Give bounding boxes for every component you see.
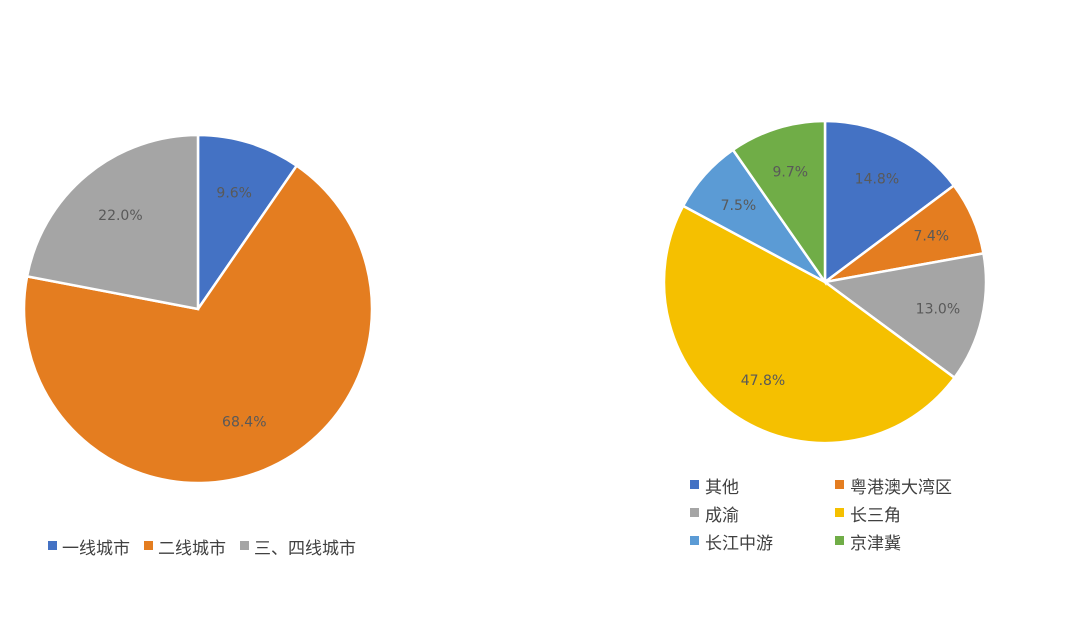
legend-swatch-item-4	[835, 508, 844, 517]
legend-swatch-item-2	[835, 480, 844, 489]
legend-swatch-item-1	[48, 541, 57, 550]
legend-swatch-item-3	[240, 541, 249, 550]
legend-city-tier: 一线城市 二线城市 三、四线城市	[48, 539, 356, 559]
legend-swatch-item-1	[690, 480, 699, 489]
data-label-item-2: 68.4%	[222, 415, 266, 431]
data-label-item-2: 7.4%	[914, 229, 950, 245]
legend-label-item-1: 一线城市	[62, 539, 130, 559]
legend-swatch-item-2	[144, 541, 153, 550]
pie-slice-item-1	[196, 133, 299, 314]
legend-label-item-2: 二线城市	[158, 539, 226, 559]
data-label-item-3: 13.0%	[916, 301, 960, 317]
data-label-item-4: 47.8%	[741, 373, 785, 389]
legend-swatch-item-3	[690, 508, 699, 517]
legend-label-item-4: 长三角	[850, 506, 901, 526]
data-label-item-5: 7.5%	[721, 198, 757, 214]
pie-slice-item-3	[821, 251, 988, 380]
pie-slice-item-4	[662, 204, 957, 445]
data-label-item-3: 22.0%	[98, 208, 142, 224]
legend-label-item-3: 三、四线城市	[254, 539, 356, 559]
pie-slice-item-3	[25, 133, 200, 311]
pie-slice-item-6	[731, 119, 827, 286]
pie-slice-item-2	[22, 163, 374, 485]
legend-swatch-item-6	[835, 536, 844, 545]
legend-label-item-6: 京津冀	[850, 534, 901, 554]
data-label-item-1: 9.6%	[216, 186, 252, 202]
legend-swatch-item-5	[690, 536, 699, 545]
data-label-item-1: 14.8%	[855, 171, 899, 187]
pie-slice-item-1	[823, 119, 956, 285]
legend-label-item-5: 长江中游	[705, 534, 773, 554]
pie-chart-city-tier: 9.6% 68.4% 22.0%	[22, 133, 374, 485]
legend-label-item-3: 成渝	[705, 506, 739, 526]
legend-label-item-1: 其他	[705, 478, 739, 498]
pie-chart-region: 14.8% 7.4% 13.0% 47.8% 7.5% 9.7%	[662, 119, 988, 445]
legend-label-item-2: 粤港澳大湾区	[850, 478, 952, 498]
data-label-item-6: 9.7%	[773, 164, 809, 180]
